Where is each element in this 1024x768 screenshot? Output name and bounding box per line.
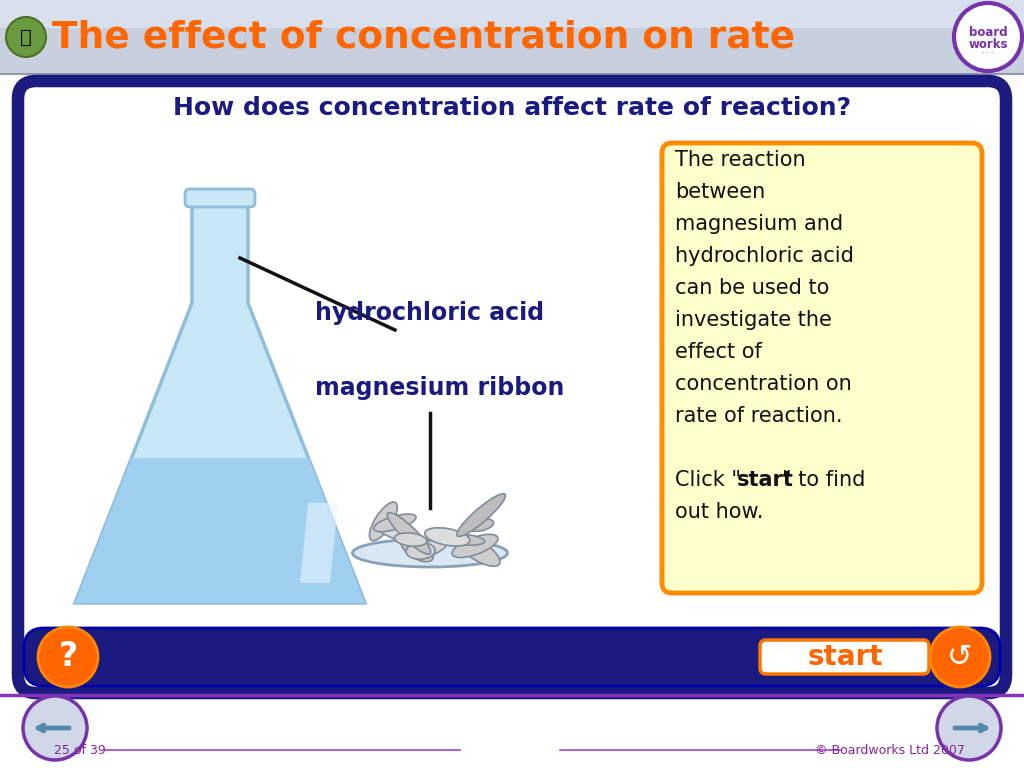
Text: ?: ? xyxy=(58,641,78,674)
Circle shape xyxy=(23,696,87,760)
Text: can be used to: can be used to xyxy=(675,278,829,298)
Text: ↺: ↺ xyxy=(947,643,973,671)
Circle shape xyxy=(954,3,1022,71)
Ellipse shape xyxy=(407,543,435,559)
Ellipse shape xyxy=(378,524,418,541)
Ellipse shape xyxy=(434,533,484,545)
Text: investigate the: investigate the xyxy=(675,310,831,330)
Bar xyxy=(0,0,1024,73)
FancyBboxPatch shape xyxy=(760,640,929,674)
Text: start: start xyxy=(737,470,794,490)
Ellipse shape xyxy=(374,514,416,531)
Text: © Boardworks Ltd 2007: © Boardworks Ltd 2007 xyxy=(815,743,965,756)
Text: out how.: out how. xyxy=(675,502,763,522)
Text: Click ": Click " xyxy=(675,470,741,490)
Text: board: board xyxy=(969,27,1008,39)
Circle shape xyxy=(930,627,990,687)
Ellipse shape xyxy=(400,535,433,561)
Circle shape xyxy=(6,17,46,57)
Ellipse shape xyxy=(467,518,494,531)
Ellipse shape xyxy=(425,528,470,546)
Text: How does concentration affect rate of reaction?: How does concentration affect rate of re… xyxy=(173,96,851,120)
Polygon shape xyxy=(75,458,365,603)
Text: between: between xyxy=(675,182,765,202)
Text: The effect of concentration on rate: The effect of concentration on rate xyxy=(52,19,795,55)
Ellipse shape xyxy=(413,539,447,558)
Text: · · ·: · · · xyxy=(982,50,993,56)
Text: " to find: " to find xyxy=(782,470,865,490)
Text: magnesium ribbon: magnesium ribbon xyxy=(315,376,564,400)
FancyBboxPatch shape xyxy=(24,628,1000,686)
FancyBboxPatch shape xyxy=(662,143,982,593)
FancyBboxPatch shape xyxy=(18,81,1006,693)
Text: hydrochloric acid: hydrochloric acid xyxy=(315,301,545,325)
Ellipse shape xyxy=(387,513,431,554)
Bar xyxy=(0,0,1024,28)
Polygon shape xyxy=(75,203,365,603)
Ellipse shape xyxy=(455,534,500,566)
Ellipse shape xyxy=(394,533,427,546)
Text: 🐸: 🐸 xyxy=(20,28,32,47)
Text: The reaction: The reaction xyxy=(675,150,806,170)
Text: hydrochloric acid: hydrochloric acid xyxy=(675,246,854,266)
Ellipse shape xyxy=(452,535,498,558)
Ellipse shape xyxy=(370,502,397,541)
Text: concentration on: concentration on xyxy=(675,374,852,394)
Polygon shape xyxy=(300,503,338,583)
Ellipse shape xyxy=(457,494,506,536)
Circle shape xyxy=(937,696,1001,760)
Ellipse shape xyxy=(352,539,508,567)
Text: works: works xyxy=(969,38,1008,51)
FancyBboxPatch shape xyxy=(185,189,255,207)
Circle shape xyxy=(38,627,98,687)
Text: effect of: effect of xyxy=(675,342,762,362)
Text: start: start xyxy=(807,643,883,671)
Text: rate of reaction.: rate of reaction. xyxy=(675,406,843,426)
Text: 25 of 39: 25 of 39 xyxy=(54,743,105,756)
Text: magnesium and: magnesium and xyxy=(675,214,843,234)
